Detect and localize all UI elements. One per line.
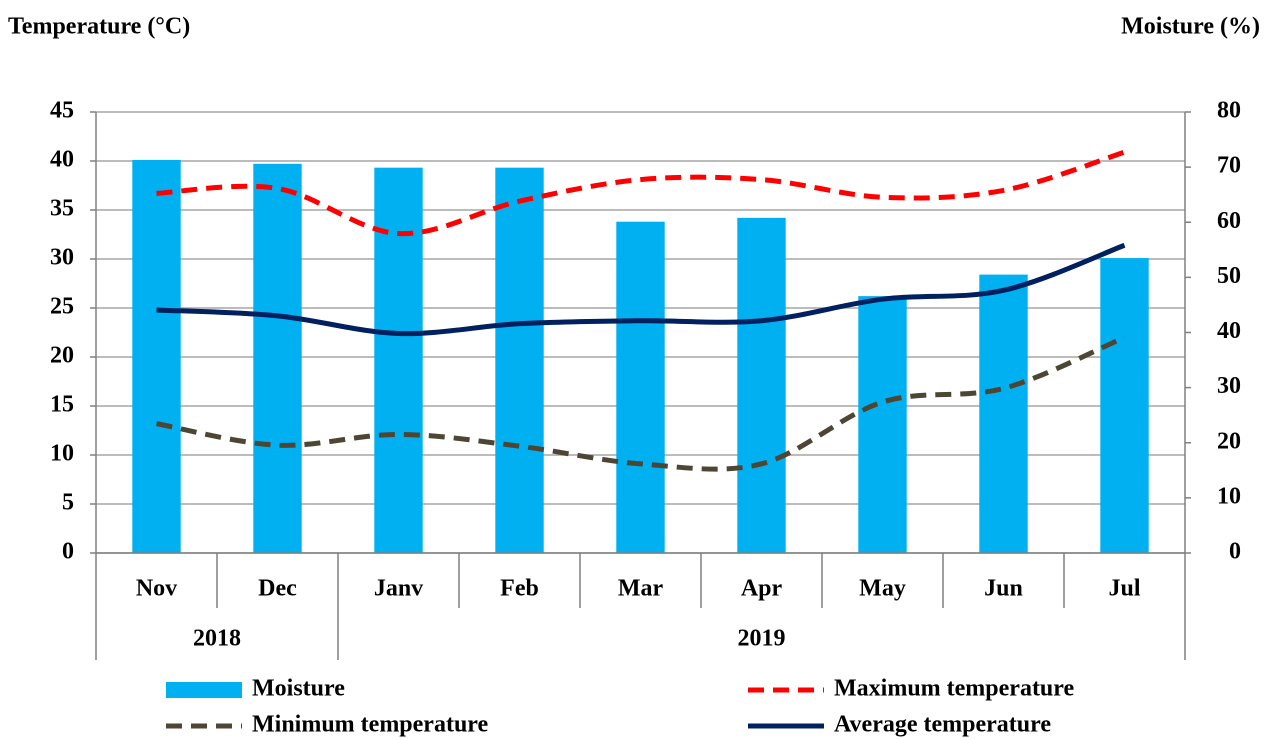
y-tick-label: 10	[50, 441, 74, 467]
y2-tick-label: 80	[1217, 98, 1241, 124]
bar	[253, 163, 302, 553]
x-group-label: 2018	[193, 626, 241, 652]
legend-label: Minimum temperature	[252, 712, 489, 738]
bar	[374, 167, 423, 553]
y2-tick-label: 20	[1217, 428, 1241, 454]
legend-label: Moisture	[252, 676, 345, 702]
y-tick-label: 25	[50, 294, 74, 320]
bar	[616, 221, 665, 554]
x-tick-label: May	[859, 576, 906, 602]
y2-tick-label: 60	[1217, 208, 1241, 234]
x-tick-label: Feb	[500, 576, 539, 602]
bar	[979, 274, 1028, 553]
y2-tick-label: 30	[1217, 373, 1241, 399]
x-group-label: 2019	[738, 626, 786, 652]
legend-label: Average temperature	[834, 712, 1051, 738]
y-tick-label: 15	[50, 392, 74, 418]
y2-tick-label: 40	[1217, 318, 1241, 344]
x-tick-label: Jun	[984, 576, 1023, 602]
line-series	[156, 335, 1126, 472]
y2-tick-label: 10	[1217, 483, 1241, 509]
bar	[132, 159, 181, 554]
x-tick-label: Janv	[374, 576, 423, 602]
x-tick-label: Jul	[1108, 576, 1140, 602]
legend-swatch	[166, 682, 242, 698]
y-tick-label: 20	[50, 343, 74, 369]
line-series	[156, 242, 1126, 337]
bar	[858, 296, 907, 553]
bar	[495, 167, 544, 553]
y-tick-label: 45	[50, 98, 74, 124]
bar	[737, 217, 786, 553]
x-tick-label: Dec	[258, 576, 297, 602]
y-tick-label: 30	[50, 245, 74, 271]
line-series	[156, 149, 1126, 237]
y2-tick-label: 0	[1229, 539, 1241, 565]
x-tick-label: Apr	[741, 576, 783, 602]
y2-tick-label: 50	[1217, 263, 1241, 289]
bar	[1100, 258, 1149, 553]
x-tick-label: Mar	[618, 576, 664, 602]
y-tick-label: 0	[62, 539, 74, 565]
y-tick-label: 5	[62, 490, 74, 516]
y-tick-label: 35	[50, 196, 74, 222]
x-tick-label: Nov	[136, 576, 177, 602]
y2-tick-label: 70	[1217, 153, 1241, 179]
legend-label: Maximum temperature	[834, 676, 1075, 702]
y2-axis-title: Moisture (%)	[1121, 14, 1260, 40]
y-axis-title: Temperature (°C)	[8, 14, 190, 40]
y-tick-label: 40	[50, 147, 74, 173]
